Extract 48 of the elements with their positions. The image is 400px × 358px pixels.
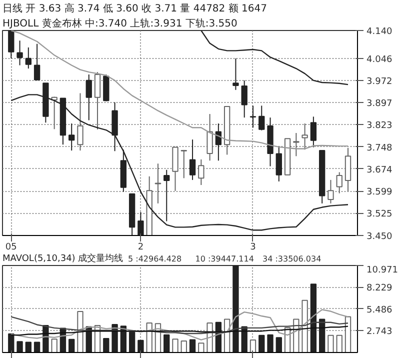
candlestick (302, 122, 308, 150)
line-series (200, 30, 349, 86)
candlestick (16, 40, 23, 66)
y-tick-label: 3.525 (366, 210, 392, 220)
candlestick (180, 149, 187, 179)
candlestick (68, 122, 75, 152)
x-tick-label: 05 (5, 242, 17, 252)
y-tick-label: 3.897 (366, 99, 392, 110)
candlestick (154, 163, 162, 204)
x-tick-label: 3 (250, 242, 256, 252)
candlestick (8, 30, 14, 59)
candlestick (241, 80, 248, 118)
candlestick (34, 43, 40, 81)
candlestick (198, 158, 204, 186)
y-tick-label: 10.971 (366, 266, 398, 276)
y-tick-label: 3.823 (366, 121, 392, 132)
candlestick (94, 72, 101, 130)
candlestick (293, 132, 300, 157)
chart-title: 日线 开 3.63 高 3.74 低 3.60 收 3.71 量 44782 额 1647 (2, 2, 267, 14)
y-tick-label: 3.674 (366, 165, 393, 176)
candlestick (250, 105, 256, 128)
candlestick (189, 139, 196, 180)
chart-title: MAVOL(5,10,34) 成交量均线 (2, 253, 124, 264)
text: 34 :33506.034 (262, 254, 322, 264)
y-tick-label: 3.972 (366, 76, 392, 87)
candlestick (328, 179, 334, 204)
candlestick (206, 113, 213, 162)
candlestick (310, 116, 317, 148)
candlestick (232, 58, 239, 90)
y-tick-label: 8.229 (366, 284, 393, 294)
chart-subtitle: HJBOLL 黄金布林 中:3.740 上轨:3.931 下轨:3.550 (2, 18, 238, 30)
text: 10 :39447.114 (195, 254, 254, 264)
candlestick (164, 169, 170, 222)
y-tick-label: 3.599 (366, 188, 393, 198)
y-tick-label: 5.486 (366, 305, 393, 316)
candlestick (86, 74, 92, 121)
candlestick (276, 146, 282, 182)
y-tick-label: 3.748 (366, 143, 393, 154)
text: 5 :42964.428 (128, 254, 182, 264)
candlestick (336, 172, 342, 194)
y-tick-label: 2.743 (366, 327, 392, 338)
x-tick-label: 2 (138, 242, 144, 252)
candlestick (25, 46, 32, 70)
candlestick (77, 92, 84, 152)
y-tick-label: 3.450 (366, 232, 393, 242)
y-tick-label: 4.046 (366, 54, 393, 65)
candlestick (258, 105, 265, 131)
y-tick-label: 4.140 (366, 27, 393, 37)
